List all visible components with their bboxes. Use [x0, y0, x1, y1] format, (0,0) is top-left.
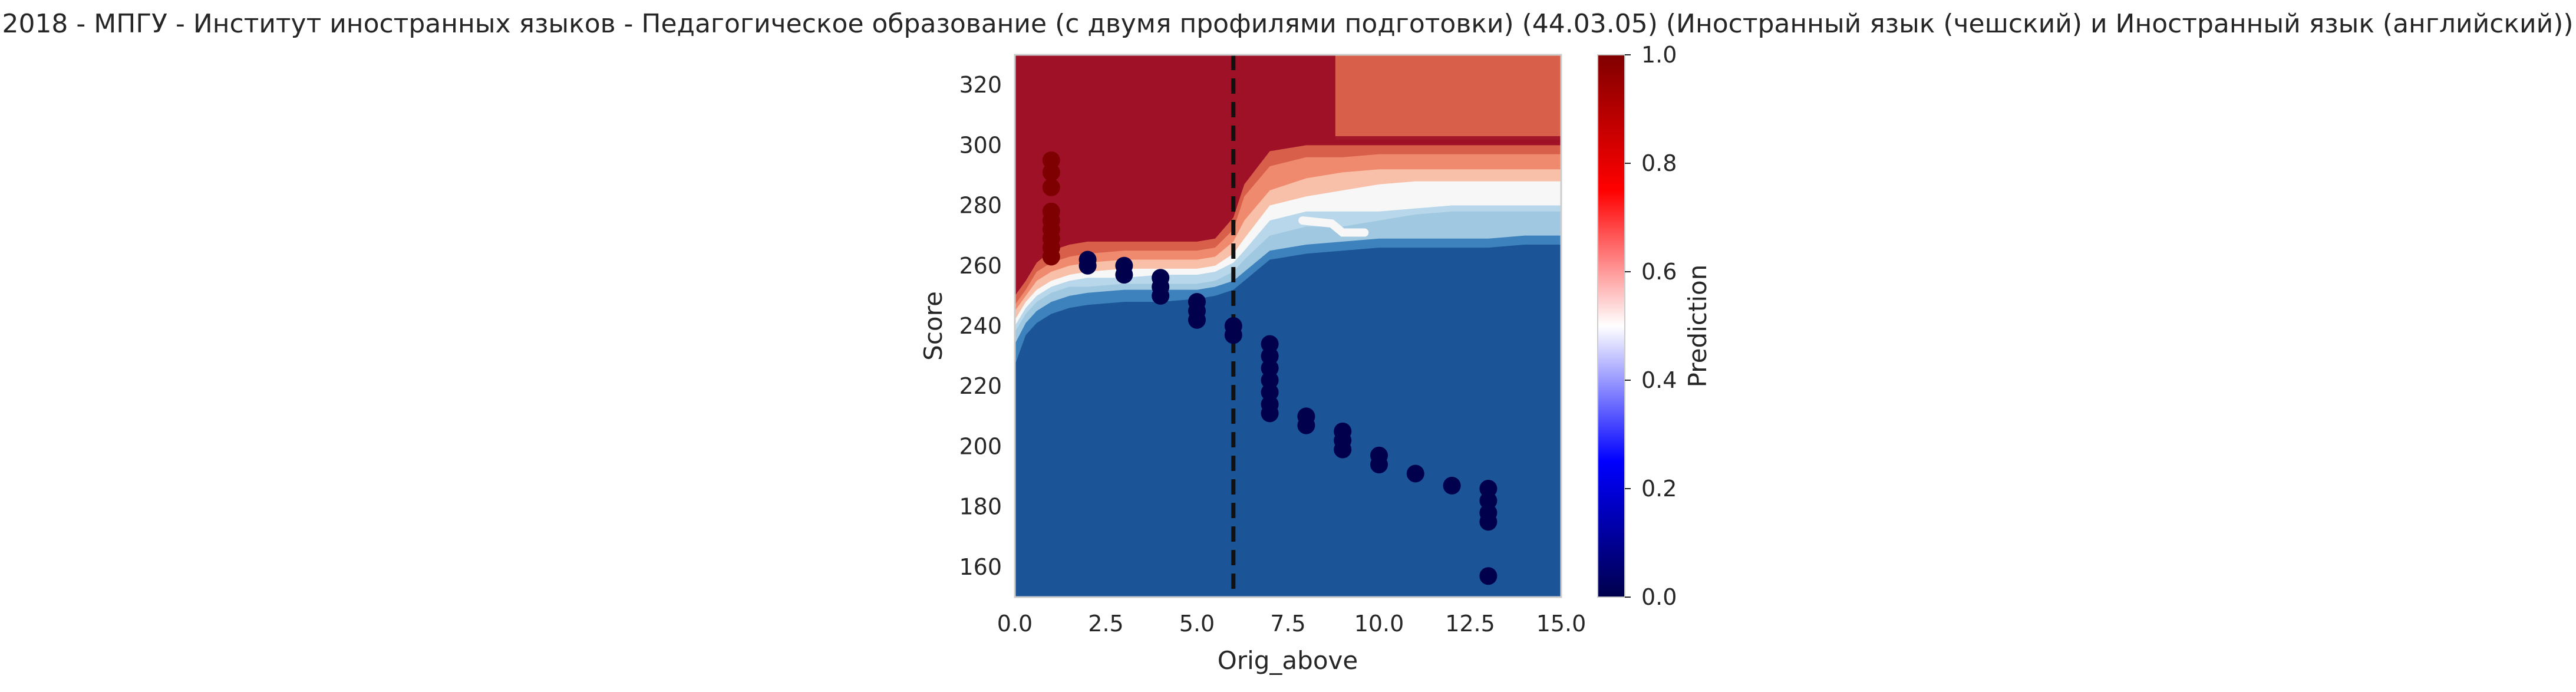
- colorbar: [1597, 54, 1625, 598]
- data-point: [1479, 567, 1498, 585]
- y-tick-label: 240: [959, 313, 1002, 339]
- y-axis-label: Score: [919, 291, 948, 361]
- y-tick-label: 320: [959, 72, 1002, 98]
- data-point: [1078, 256, 1097, 275]
- upper-region: [1335, 55, 1561, 136]
- data-point: [1188, 311, 1206, 329]
- y-tick-label: 200: [959, 433, 1002, 459]
- x-tick-label: 5.0: [1179, 611, 1215, 637]
- x-tick-label: 12.5: [1445, 611, 1495, 637]
- data-point: [1042, 163, 1060, 182]
- y-tick-label: 260: [959, 253, 1002, 279]
- data-point: [1115, 266, 1133, 284]
- x-axis-ticks: 0.0 2.5 5.0 7.5 10.0 12.5 15.0: [997, 611, 1587, 637]
- data-point: [1224, 326, 1242, 344]
- data-point: [1334, 440, 1352, 459]
- data-point: [1479, 513, 1498, 531]
- y-axis-ticks: 160 180 200 220 240 260 280 300 320: [959, 72, 1002, 580]
- data-point: [1297, 416, 1315, 434]
- x-tick-label: 7.5: [1270, 611, 1305, 637]
- data-point: [1042, 178, 1060, 196]
- data-point: [1152, 286, 1170, 305]
- plot-area: [1015, 55, 1561, 597]
- colorbar-tick-label: 0.8: [1641, 150, 1677, 176]
- x-tick-label: 15.0: [1536, 611, 1587, 637]
- data-point: [1406, 464, 1424, 483]
- colorbar-tick-label: 0.2: [1641, 476, 1677, 502]
- white-streak: [1298, 216, 1369, 237]
- y-tick-label: 180: [959, 494, 1002, 520]
- colorbar-tick-label: 1.0: [1641, 42, 1677, 68]
- colorbar-tick-label: 0.0: [1641, 584, 1677, 610]
- data-point: [1443, 476, 1461, 495]
- colorbar-ticks: 0.0 0.2 0.4 0.6 0.8 1.0: [1625, 42, 1677, 610]
- x-tick-label: 2.5: [1088, 611, 1123, 637]
- x-tick-label: 0.0: [997, 611, 1033, 637]
- y-tick-label: 160: [959, 554, 1002, 580]
- y-tick-label: 300: [959, 132, 1002, 158]
- plot-frame: [1014, 54, 1562, 598]
- colorbar-tick-label: 0.6: [1641, 259, 1677, 285]
- x-tick-label: 10.0: [1354, 611, 1404, 637]
- chart-title: 2018 - МПГУ - Институт иностранных языко…: [2, 9, 2573, 39]
- colorbar-label: Prediction: [1683, 265, 1712, 388]
- colorbar-tick-label: 0.4: [1641, 367, 1677, 393]
- y-tick-label: 280: [959, 193, 1002, 219]
- data-points: [1042, 151, 1498, 585]
- data-point: [1370, 456, 1388, 474]
- x-axis-label: Orig_above: [1218, 646, 1358, 675]
- y-tick-label: 220: [959, 373, 1002, 399]
- data-point: [1261, 404, 1279, 423]
- data-point: [1042, 248, 1060, 266]
